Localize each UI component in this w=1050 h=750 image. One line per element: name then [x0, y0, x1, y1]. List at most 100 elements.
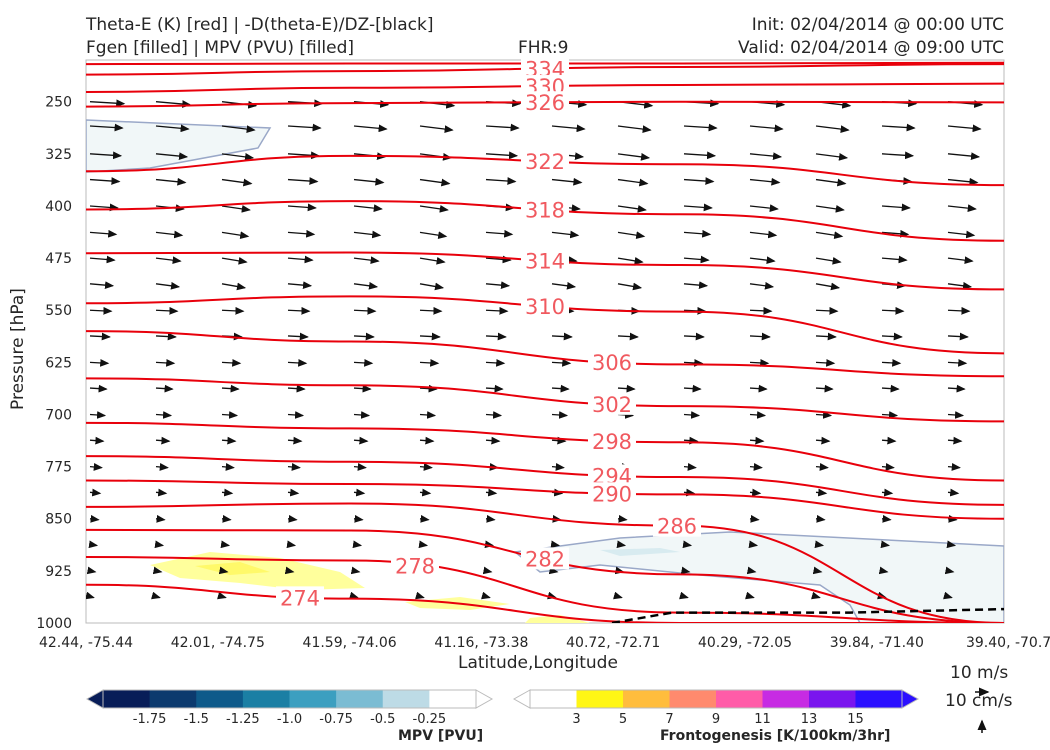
wind-vector	[683, 281, 709, 290]
y-tick-label: 925	[45, 564, 72, 580]
wind-vector	[353, 124, 388, 133]
wind-vector	[814, 540, 825, 549]
wind-vector	[155, 359, 176, 367]
theta-e-labels: 3343303263223183143103063022982942902862…	[276, 57, 701, 610]
wind-vector	[815, 306, 839, 315]
wind-vector	[815, 411, 833, 419]
wind-vector	[749, 281, 775, 290]
theta-e-label-298: 298	[592, 430, 632, 454]
wind-vector	[881, 151, 915, 160]
theta-e-label-bg	[521, 198, 569, 221]
theta-e-label-278: 278	[395, 555, 435, 579]
theta-e-label-bg	[588, 482, 636, 505]
wind-vector	[89, 99, 126, 108]
wind-vector	[944, 566, 955, 575]
wind-vector	[880, 540, 891, 549]
wind-vector	[679, 591, 689, 600]
wind-vector	[221, 359, 242, 367]
wind-vector	[485, 514, 496, 523]
forecast-hour: FHR:9	[518, 38, 569, 58]
wind-vector	[419, 514, 430, 523]
wind-vector	[89, 436, 105, 445]
wind-vector	[815, 125, 850, 133]
wind-vector	[881, 306, 905, 315]
wind-vector	[551, 177, 583, 186]
wind-vector	[815, 463, 829, 471]
wind-vector	[815, 282, 841, 291]
wind-vector	[613, 591, 623, 600]
wind-vector	[89, 123, 124, 132]
wind-vector	[683, 411, 701, 419]
wind-vector	[749, 177, 781, 186]
wind-vector	[353, 177, 385, 186]
wind-vector	[551, 281, 577, 290]
wind-vector	[749, 230, 778, 239]
y-tick-label: 250	[45, 95, 72, 111]
theta-e-label-bg	[588, 350, 636, 373]
theta-e-label-322: 322	[525, 150, 565, 174]
chart-title-line-2: Fgen [filled] | MPV (PVU) [filled]	[86, 38, 355, 58]
wind-vector	[683, 151, 717, 160]
wind-vector	[221, 282, 247, 291]
wind-vector	[221, 125, 256, 133]
wind-vector	[89, 229, 118, 238]
wind-vector	[551, 124, 586, 133]
y-tick-label: 775	[45, 460, 72, 476]
wind-vector	[881, 436, 897, 445]
wind-vector	[221, 463, 235, 471]
wind-vector	[221, 384, 240, 393]
wind-vector	[815, 359, 836, 367]
wind-vector	[287, 384, 306, 393]
wind-vector	[947, 332, 969, 341]
wind-vector	[551, 359, 572, 367]
theta-e-label-326: 326	[525, 91, 565, 115]
wind-vector	[746, 566, 757, 575]
wind-vector	[551, 411, 569, 419]
theta-e-label-286: 286	[657, 515, 697, 539]
wind-vector	[89, 203, 119, 212]
wind-vector	[353, 463, 367, 471]
wind-vector	[749, 488, 762, 497]
wind-vector	[683, 123, 718, 132]
wind-vector	[485, 281, 511, 290]
wind-vector	[683, 255, 710, 264]
fgen-colorbar-label: Frontogenesis [K/100km/3hr]	[660, 728, 891, 744]
wind-vector	[881, 514, 892, 523]
wind-vector	[284, 566, 295, 575]
theta-e-label-310: 310	[525, 295, 565, 319]
vector-field	[86, 99, 984, 600]
wind-vector	[353, 514, 364, 523]
theta-e-line-274	[86, 583, 1004, 623]
wind-vector	[89, 384, 108, 393]
theta-e-label-bg	[521, 91, 569, 114]
wind-vector	[881, 332, 903, 341]
wind-vector	[617, 332, 639, 341]
theta-e-line-278	[86, 555, 1004, 623]
x-tick-label: 40.72, -72.71	[566, 635, 660, 651]
wind-vector	[947, 514, 958, 523]
wind-vector	[947, 359, 968, 367]
wind-vector	[815, 152, 849, 161]
theta-e-label-bg	[653, 514, 701, 537]
wind-vector	[485, 306, 509, 315]
wind-vector	[947, 463, 961, 471]
wind-vector	[749, 124, 784, 133]
wind-vector	[815, 514, 826, 523]
wind-vector	[353, 332, 375, 341]
wind-vector	[683, 359, 704, 367]
wind-vector	[155, 332, 177, 341]
wind-vector	[551, 463, 565, 471]
wind-vector	[485, 123, 520, 132]
fgen-fill-1-core	[195, 562, 270, 575]
wind-vector	[749, 256, 776, 265]
wind-vector	[419, 256, 446, 265]
wind-vector	[155, 281, 181, 290]
wind-vector	[617, 152, 651, 161]
wind-vector	[286, 540, 297, 549]
wind-vector	[749, 306, 773, 315]
theta-e-label-bg	[521, 547, 569, 570]
wind-vector	[287, 463, 301, 471]
wind-vector	[749, 463, 763, 471]
wind-vector	[86, 591, 95, 600]
y-tick-label: 400	[45, 199, 72, 215]
